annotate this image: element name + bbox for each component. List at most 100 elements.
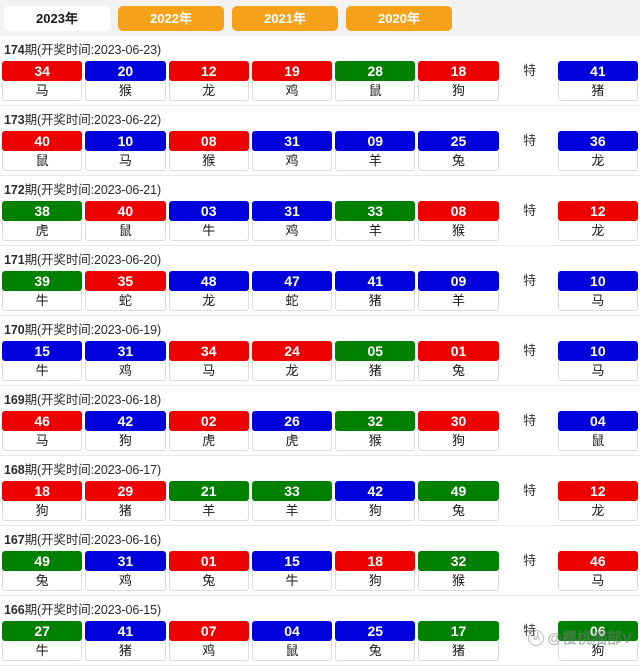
ball-row: 27 牛 41 猪 07 鸡 04 鼠 25 兔 17 猪特 06 狗 — [0, 621, 640, 665]
ball-cell[interactable]: 49 兔 — [418, 481, 499, 521]
ball-cell[interactable]: 17 猪 — [418, 621, 499, 661]
ball-cell[interactable]: 39 牛 — [2, 271, 83, 311]
ball-cell[interactable]: 18 狗 — [418, 61, 499, 101]
special-ball-number: 36 — [557, 131, 638, 151]
ball-cell[interactable]: 48 龙 — [168, 271, 249, 311]
ball-number: 32 — [335, 411, 416, 431]
year-tab-2020[interactable]: 2020年 — [346, 5, 452, 31]
ball-cell[interactable]: 09 羊 — [418, 271, 499, 311]
special-ball-cell[interactable]: 46 马 — [557, 551, 638, 591]
ball-zodiac: 兔 — [418, 501, 499, 521]
special-label: 特 — [523, 483, 537, 498]
special-ball-cell[interactable]: 12 龙 — [557, 481, 638, 521]
ball-cell[interactable]: 32 猴 — [418, 551, 499, 591]
ball-cell[interactable]: 26 虎 — [251, 411, 333, 451]
ball-cell[interactable]: 49 兔 — [2, 551, 83, 591]
ball-cell[interactable]: 29 猪 — [85, 481, 166, 521]
draw-header: 172期(开奖时间:2023-06-21) — [0, 176, 640, 201]
ball-number: 31 — [85, 341, 166, 361]
ball-cell[interactable]: 35 蛇 — [85, 271, 166, 311]
ball-cell[interactable]: 30 狗 — [418, 411, 499, 451]
ball-cell[interactable]: 27 牛 — [2, 621, 83, 661]
ball-number: 10 — [85, 131, 166, 151]
ball-cell[interactable]: 21 羊 — [168, 481, 249, 521]
ball-number: 20 — [85, 61, 166, 81]
ball-number: 42 — [335, 481, 416, 501]
ball-zodiac: 猴 — [418, 571, 499, 591]
ball-cell[interactable]: 34 马 — [2, 61, 83, 101]
ball-cell[interactable]: 42 狗 — [335, 481, 416, 521]
ball-zodiac: 猴 — [418, 221, 499, 241]
ball-cell[interactable]: 08 猴 — [168, 131, 249, 171]
ball-number: 35 — [85, 271, 166, 291]
ball-cell[interactable]: 01 兔 — [418, 341, 499, 381]
ball-cell[interactable]: 03 牛 — [168, 201, 249, 241]
ball-cell[interactable]: 28 鼠 — [335, 61, 416, 101]
special-ball-cell[interactable]: 04 鼠 — [557, 411, 638, 451]
ball-zodiac: 鸡 — [251, 81, 333, 101]
special-ball-cell[interactable]: 41 猪 — [557, 61, 638, 101]
ball-cell[interactable]: 18 狗 — [2, 481, 83, 521]
ball-cell[interactable]: 19 鸡 — [251, 61, 333, 101]
ball-cell[interactable]: 31 鸡 — [251, 131, 333, 171]
ball-number: 34 — [168, 341, 249, 361]
ball-cell[interactable]: 20 猴 — [85, 61, 166, 101]
ball-cell[interactable]: 34 马 — [168, 341, 249, 381]
ball-cell[interactable]: 38 虎 — [2, 201, 83, 241]
ball-cell[interactable]: 33 羊 — [335, 201, 416, 241]
special-ball-zodiac: 龙 — [557, 501, 638, 521]
ball-number: 31 — [85, 551, 166, 571]
year-tab-bar: 2023年 2022年 2021年 2020年 — [0, 0, 640, 36]
ball-number: 15 — [2, 341, 83, 361]
ball-cell[interactable]: 12 龙 — [168, 61, 249, 101]
ball-cell[interactable]: 01 兔 — [168, 551, 249, 591]
ball-cell[interactable]: 31 鸡 — [85, 551, 166, 591]
ball-zodiac: 兔 — [335, 641, 416, 661]
special-ball-cell[interactable]: 12 龙 — [557, 201, 638, 241]
ball-zodiac: 猪 — [418, 641, 499, 661]
special-ball-cell[interactable]: 36 龙 — [557, 131, 638, 171]
ball-cell[interactable]: 32 猴 — [335, 411, 416, 451]
year-tab-2023[interactable]: 2023年 — [4, 5, 110, 31]
ball-cell[interactable]: 41 猪 — [85, 621, 166, 661]
year-tab-2022[interactable]: 2022年 — [118, 5, 224, 31]
ball-cell[interactable]: 18 狗 — [335, 551, 416, 591]
ball-cell[interactable]: 40 鼠 — [85, 201, 166, 241]
special-ball-cell[interactable]: 10 马 — [557, 271, 638, 311]
ball-cell[interactable]: 31 鸡 — [85, 341, 166, 381]
ball-zodiac: 羊 — [335, 221, 416, 241]
special-ball-zodiac: 龙 — [557, 151, 638, 171]
ball-cell[interactable]: 33 羊 — [251, 481, 333, 521]
ball-cell[interactable]: 42 狗 — [85, 411, 166, 451]
ball-cell[interactable]: 24 龙 — [251, 341, 333, 381]
ball-zodiac: 猪 — [335, 291, 416, 311]
ball-cell[interactable]: 31 鸡 — [251, 201, 333, 241]
ball-cell[interactable]: 25 兔 — [335, 621, 416, 661]
ball-zodiac: 兔 — [168, 571, 249, 591]
ball-cell[interactable]: 40 鼠 — [2, 131, 83, 171]
ball-cell[interactable]: 25 兔 — [418, 131, 499, 171]
ball-zodiac: 猴 — [335, 431, 416, 451]
ball-cell[interactable]: 41 猪 — [335, 271, 416, 311]
ball-cell[interactable]: 10 马 — [85, 131, 166, 171]
ball-cell[interactable]: 02 虎 — [168, 411, 249, 451]
ball-cell[interactable]: 08 猴 — [418, 201, 499, 241]
draw-date-text: 期(开奖时间:2023-06-21) — [24, 183, 162, 197]
ball-cell[interactable]: 05 猪 — [335, 341, 416, 381]
ball-cell[interactable]: 47 蛇 — [251, 271, 333, 311]
ball-zodiac: 羊 — [418, 291, 499, 311]
ball-cell[interactable]: 04 鼠 — [251, 621, 333, 661]
ball-cell[interactable]: 07 鸡 — [168, 621, 249, 661]
ball-number: 01 — [418, 341, 499, 361]
ball-cell[interactable]: 46 马 — [2, 411, 83, 451]
ball-number: 42 — [85, 411, 166, 431]
special-ball-cell[interactable]: 06 狗 — [557, 621, 638, 661]
special-ball-cell[interactable]: 10 马 — [557, 341, 638, 381]
ball-zodiac: 鼠 — [251, 641, 333, 661]
special-label: 特 — [523, 203, 537, 218]
ball-number: 33 — [251, 481, 333, 501]
ball-cell[interactable]: 15 牛 — [2, 341, 83, 381]
ball-cell[interactable]: 15 牛 — [251, 551, 333, 591]
year-tab-2021[interactable]: 2021年 — [232, 5, 338, 31]
ball-cell[interactable]: 09 羊 — [335, 131, 416, 171]
